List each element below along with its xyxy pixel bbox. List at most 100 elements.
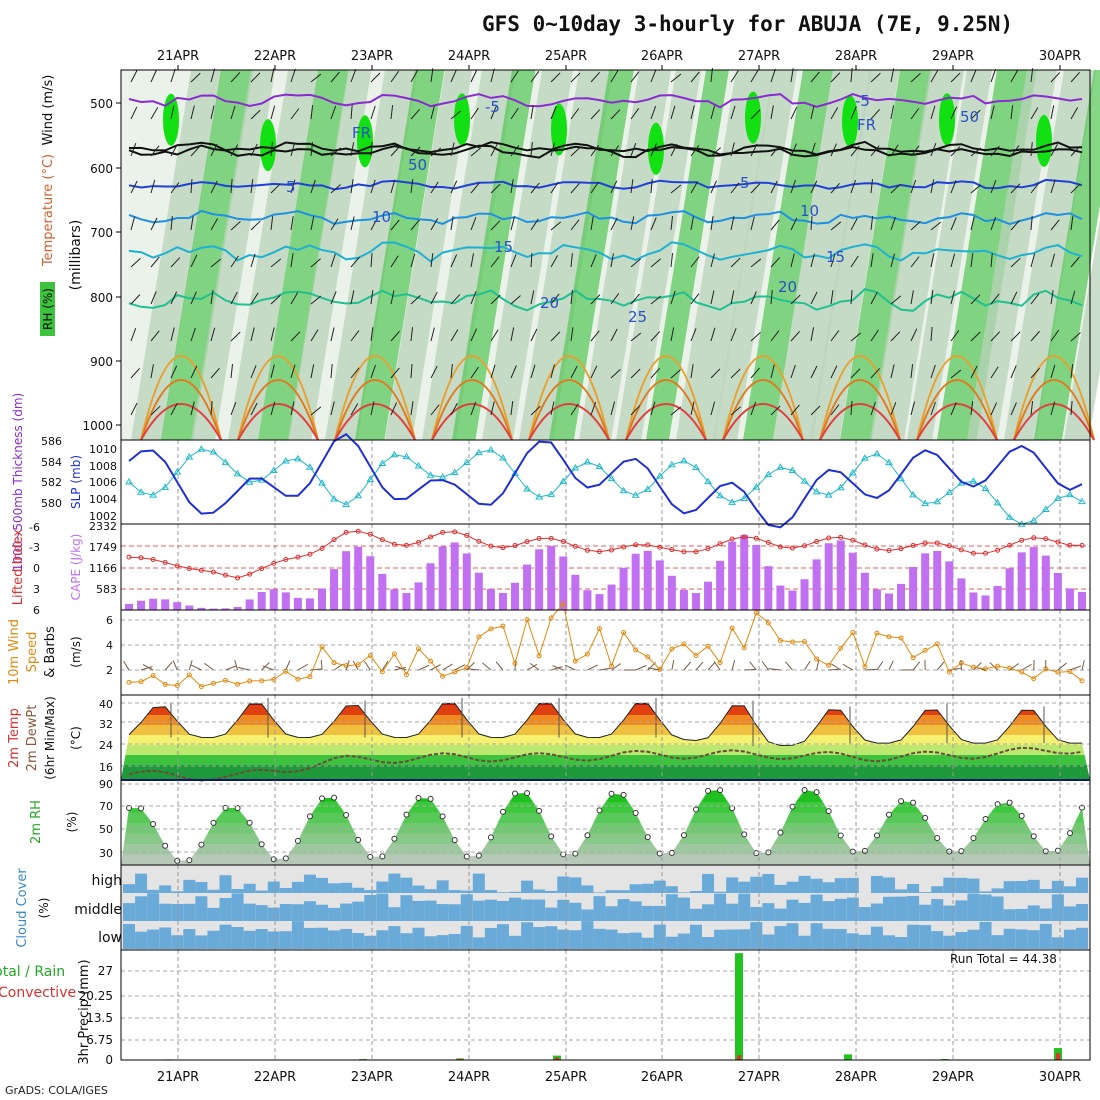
wind-barb <box>1010 219 1020 231</box>
surface-wind-barb <box>949 667 962 671</box>
rh-marker <box>789 803 796 810</box>
wind-barb <box>510 365 517 379</box>
surface-wind-barb <box>683 661 692 671</box>
rh2m-unit-label: (%) <box>65 812 79 833</box>
cloud-bar <box>810 894 823 921</box>
wind-barb <box>570 403 579 416</box>
cape-bar <box>1017 552 1026 610</box>
surface-wind-barb <box>1057 662 1067 671</box>
wind-barb <box>810 180 818 194</box>
wind-barb <box>510 179 514 194</box>
cloud-bar <box>291 904 304 921</box>
wind-barb <box>790 294 801 305</box>
isotherm-label: 20 <box>778 278 797 296</box>
cape-tick-label: 1166 <box>89 562 117 575</box>
cape-bar <box>969 592 978 610</box>
wind-barb <box>710 290 715 305</box>
rh-marker <box>415 795 422 802</box>
rh-shading-band <box>355 70 445 440</box>
wind-barb <box>1070 364 1074 379</box>
cloud-bar <box>448 890 461 893</box>
cloud-bar <box>895 889 908 893</box>
cloud-bar <box>533 889 546 893</box>
wind-barb <box>390 367 400 379</box>
cloud-bar <box>195 882 208 893</box>
temp-tick-label: 16 <box>99 761 113 774</box>
wind-barb <box>330 71 340 83</box>
cape-bar <box>149 598 158 610</box>
wind-barb <box>850 368 861 379</box>
wind-barb <box>790 217 798 231</box>
wind-barb <box>190 327 196 342</box>
wind-speed-marker <box>741 645 747 651</box>
cloud-bar <box>689 908 702 921</box>
wind-barb <box>850 255 859 268</box>
wind-speed-marker <box>391 651 397 657</box>
surface-wind-barb <box>635 665 647 671</box>
wind-barb <box>910 179 917 194</box>
cloud-bar <box>629 901 642 921</box>
surface-wind-barb <box>418 664 430 671</box>
cloud-bar <box>665 894 678 921</box>
cloud-bar <box>436 904 449 921</box>
wind-barb <box>830 221 842 231</box>
li-tick-label: -6 <box>29 521 40 534</box>
wind-barb <box>810 291 818 305</box>
warm-isotherm <box>431 379 513 441</box>
cloud-bar <box>870 875 883 893</box>
cape-bar <box>800 579 809 610</box>
cape-bar <box>233 606 242 610</box>
wind-barb <box>990 253 993 268</box>
wind-barb <box>430 404 440 416</box>
wind-barb <box>850 145 860 157</box>
wind-barb <box>230 331 241 342</box>
rh-marker <box>644 834 651 841</box>
thickness-tick-label: 586 <box>41 435 62 448</box>
cape-bar <box>330 569 339 610</box>
cape-bar <box>161 599 170 610</box>
wind-barb <box>890 253 896 268</box>
wind-barb <box>490 183 501 194</box>
wind-barb <box>430 147 442 157</box>
cloud-bar <box>231 889 244 893</box>
cloud-bar <box>303 901 316 921</box>
lifted-index-marker <box>379 537 385 543</box>
rh-shading-band <box>549 70 634 440</box>
rh-marker <box>837 832 844 839</box>
wind-barb <box>510 145 520 157</box>
surface-wind-barb <box>172 660 178 671</box>
cloud-bar <box>786 881 799 893</box>
cape-bar <box>1029 547 1038 610</box>
pressure-tick-label: 800 <box>90 291 113 305</box>
wind-barb <box>390 290 395 305</box>
cloud-bar <box>882 877 895 893</box>
wind-barb <box>250 365 257 379</box>
li-tick-label: 0 <box>33 562 40 575</box>
wind-barb <box>170 143 178 157</box>
warm-isotherm <box>334 355 416 441</box>
rh-marker <box>126 804 132 811</box>
wind-barb <box>190 254 198 268</box>
cloud-bar <box>569 877 582 893</box>
wind-barb <box>550 255 559 268</box>
wind-barb <box>430 253 434 268</box>
wind-barb <box>330 147 342 157</box>
temp-axis-label: 2m Temp <box>7 708 22 768</box>
wind-barb <box>970 365 978 379</box>
cloud-bar <box>388 873 401 893</box>
wind-speed-marker <box>874 630 880 636</box>
wind-barb <box>870 329 879 342</box>
isotherm-label: 10 <box>372 208 391 226</box>
cape-bar <box>607 584 616 610</box>
cloud-bar <box>738 893 751 921</box>
surface-wind-barb <box>564 664 576 671</box>
bottom-date-label: 22APR <box>254 1070 296 1085</box>
wind-barb <box>670 253 674 268</box>
lifted-index-marker <box>428 534 434 540</box>
cloud-bar <box>1076 904 1088 921</box>
cloud-bar <box>1027 905 1040 921</box>
cloud-bar <box>702 937 715 949</box>
warm-isotherm <box>722 403 804 441</box>
thickness-marker <box>619 486 628 494</box>
wind-barb <box>830 72 841 83</box>
